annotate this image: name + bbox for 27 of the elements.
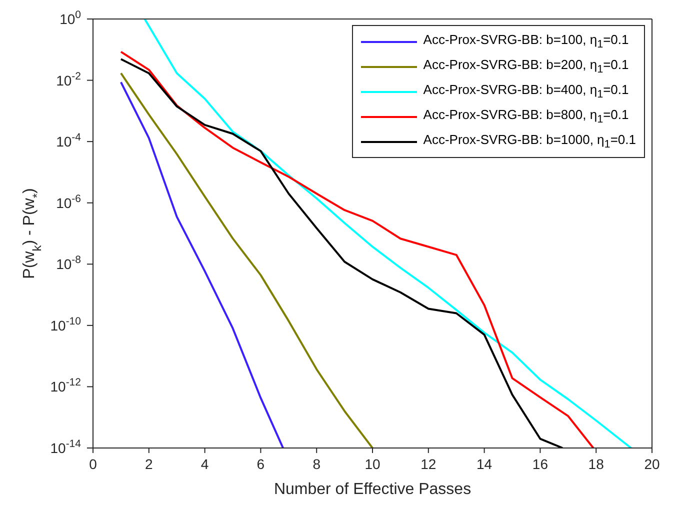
legend-label: Acc-Prox-SVRG-BB: b=100, η$_{1}$=0.1 bbox=[423, 32, 629, 51]
y-tick-label: 10$^{-10}$ bbox=[50, 315, 82, 334]
x-tick-label: 4 bbox=[200, 456, 209, 472]
x-tick-label: 14 bbox=[476, 456, 492, 472]
line-series bbox=[120, 72, 374, 448]
x-tick-label: 6 bbox=[256, 456, 265, 472]
legend-label: Acc-Prox-SVRG-BB: b=400, η$_{1}$=0.1 bbox=[423, 82, 629, 101]
x-axis-title: Number of Effective Passes bbox=[274, 481, 472, 498]
x-tick-label: 10 bbox=[364, 456, 380, 472]
x-tick-label: 16 bbox=[532, 456, 548, 472]
x-tick-label: 18 bbox=[588, 456, 604, 472]
y-tick-label: 10$^{-12}$ bbox=[50, 376, 82, 395]
x-tick-label: 20 bbox=[644, 456, 660, 472]
x-tick-label: 8 bbox=[312, 456, 321, 472]
y-tick-label: 10$^{-2}$ bbox=[56, 70, 82, 88]
legend-label: Acc-Prox-SVRG-BB: b=1000, η$_{1}$=0.1 bbox=[423, 132, 636, 151]
x-tick-label: 0 bbox=[89, 456, 98, 472]
y-tick-label: 10$^{-8}$ bbox=[56, 254, 82, 272]
x-tick-label: 2 bbox=[145, 456, 153, 472]
y-tick-label: 10$^{-14}$ bbox=[50, 438, 82, 456]
legend-label: Acc-Prox-SVRG-BB: b=200, η$_{1}$=0.1 bbox=[423, 57, 629, 76]
legend-label: Acc-Prox-SVRG-BB: b=800, η$_{1}$=0.1 bbox=[423, 107, 629, 126]
y-tick-label: 10$^{-4}$ bbox=[56, 132, 82, 150]
y-tick-label: 10$^{-6}$ bbox=[56, 192, 82, 211]
line-series bbox=[120, 81, 284, 448]
y-tick-label: 10$^{0}$ bbox=[60, 9, 82, 27]
x-tick-label: 12 bbox=[420, 456, 436, 472]
